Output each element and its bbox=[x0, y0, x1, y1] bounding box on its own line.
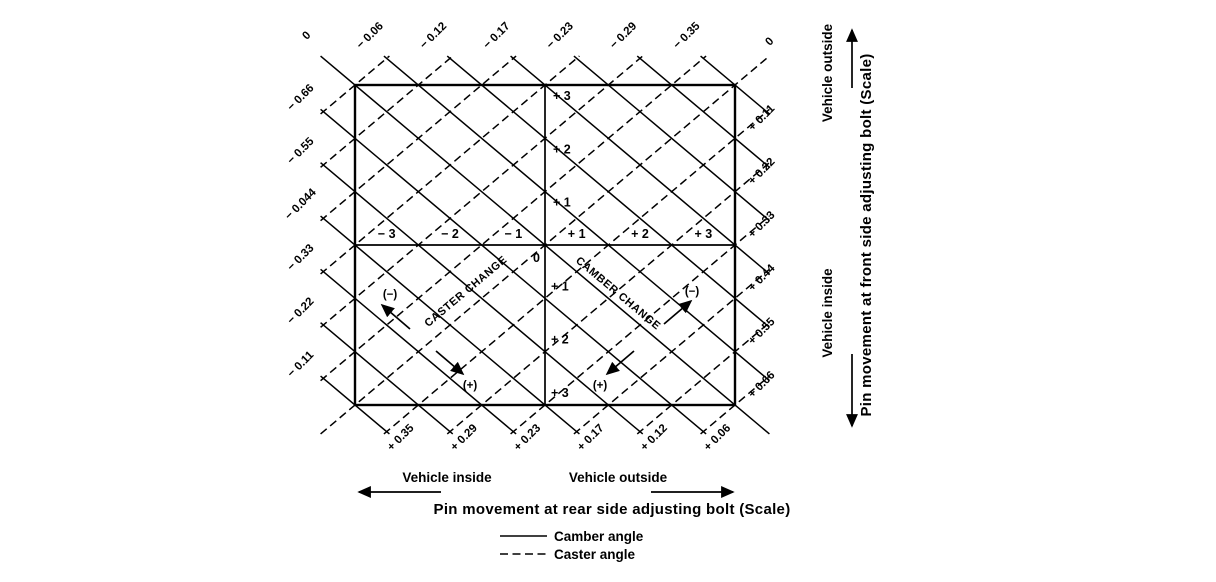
caster-left-label: − 0.66 bbox=[285, 82, 316, 113]
camber-bottom-label: + 0.12 bbox=[639, 422, 670, 453]
right-up-direction-label: Vehicle outside bbox=[820, 23, 835, 122]
right-down-direction-label: Vehicle inside bbox=[820, 268, 835, 358]
caster-line bbox=[320, 55, 580, 275]
x-scale-label: + 1 bbox=[568, 227, 586, 241]
camber-change-label: CAMBER CHANGE bbox=[573, 255, 663, 333]
caster-change-label: CASTER CHANGE bbox=[422, 254, 509, 330]
caster-left-label: − 0.55 bbox=[285, 135, 317, 167]
camber-positive-arrow bbox=[605, 350, 635, 376]
x-scale-label: + 2 bbox=[631, 227, 649, 241]
legend-camber-label: Camber angle bbox=[554, 529, 644, 544]
caster-line bbox=[320, 55, 707, 382]
bottom-left-direction-label: Vehicle inside bbox=[402, 470, 492, 485]
caster-positive-label: (+) bbox=[463, 380, 478, 392]
caster-positive-arrow bbox=[435, 350, 465, 376]
caster-line bbox=[320, 55, 454, 168]
caster-left-label: − 0.33 bbox=[285, 242, 316, 273]
camber-bottom-label: + 0.17 bbox=[575, 422, 606, 453]
camber-line bbox=[383, 55, 770, 382]
vertical-axis-title: Pin movement at front side adjusting bol… bbox=[858, 53, 875, 416]
camber-line bbox=[573, 55, 770, 222]
y-scale-upper-label: + 3 bbox=[553, 89, 571, 103]
caster-line bbox=[446, 162, 770, 435]
camber-line bbox=[320, 162, 644, 435]
caster-line bbox=[320, 55, 517, 222]
camber-top-label: − 0.12 bbox=[418, 20, 449, 51]
camber-bottom-label: + 0.23 bbox=[512, 422, 543, 453]
caster-negative-label: (−) bbox=[383, 289, 398, 301]
legend-caster-label: Caster angle bbox=[554, 547, 636, 562]
x-scale-label: − 2 bbox=[441, 227, 459, 241]
y-scale-lower-label: + 1 bbox=[551, 279, 569, 293]
camber-bottom-label: + 0.29 bbox=[449, 422, 480, 453]
camber-top-label: − 0.29 bbox=[608, 20, 639, 51]
camber-negative-label: (−) bbox=[685, 286, 700, 298]
caster-line bbox=[510, 215, 770, 435]
camber-positive-label: (+) bbox=[593, 380, 608, 392]
camber-line bbox=[320, 322, 454, 435]
caster-line bbox=[320, 55, 644, 328]
camber-top-label: − 0.23 bbox=[545, 20, 576, 51]
camber-bottom-label: + 0.06 bbox=[702, 422, 733, 453]
caster-zero-label: 0 bbox=[763, 35, 776, 48]
camber-bottom-label: + 0.35 bbox=[385, 422, 417, 454]
y-scale-origin-label: 0 bbox=[533, 251, 540, 265]
camber-top-label: − 0.35 bbox=[671, 20, 703, 52]
caster-negative-arrow bbox=[380, 303, 411, 330]
bottom-right-direction-label: Vehicle outside bbox=[569, 470, 668, 485]
caster-left-label: − 0.22 bbox=[285, 296, 316, 327]
horizontal-axis-title: Pin movement at rear side adjusting bolt… bbox=[434, 501, 791, 518]
caster-left-label: − 0.11 bbox=[285, 349, 316, 380]
camber-negative-arrow bbox=[663, 299, 693, 325]
camber-top-label: − 0.06 bbox=[355, 20, 386, 51]
x-scale-label: − 3 bbox=[378, 227, 396, 241]
y-scale-lower-label: + 3 bbox=[551, 386, 569, 400]
camber-top-label: 0 bbox=[300, 29, 313, 42]
caster-line bbox=[383, 108, 770, 435]
x-scale-label: − 1 bbox=[504, 227, 522, 241]
caster-line bbox=[573, 268, 770, 435]
x-scale-label: + 3 bbox=[694, 227, 712, 241]
caster-left-label: − 0.044 bbox=[283, 186, 319, 222]
caster-line bbox=[636, 322, 770, 435]
y-scale-upper-label: + 2 bbox=[553, 142, 571, 156]
camber-top-label: − 0.17 bbox=[481, 20, 512, 51]
y-scale-lower-label: + 2 bbox=[551, 333, 569, 347]
y-scale-upper-label: + 1 bbox=[553, 196, 571, 210]
